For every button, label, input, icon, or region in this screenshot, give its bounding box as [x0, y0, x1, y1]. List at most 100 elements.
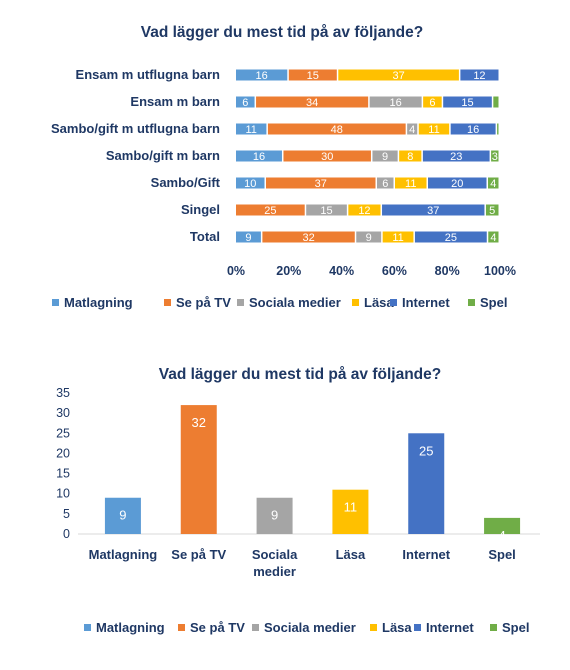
legend-swatch: [390, 299, 397, 306]
chart2-y-tick: 15: [56, 467, 70, 481]
chart1-value-label: 12: [358, 205, 370, 217]
chart1-segment-matlagning: [236, 123, 267, 135]
chart1-x-tick: 20%: [276, 264, 301, 278]
chart1-legend-item-se-på-tv: Se på TV: [164, 295, 231, 310]
chart2-y-tick: 10: [56, 487, 70, 501]
chart1-segment-se-på-tv: [236, 204, 305, 216]
chart1-segment-sociala-medier: [306, 204, 347, 216]
legend-swatch: [490, 624, 497, 631]
chart1-value-label: 16: [390, 97, 402, 109]
chart2-category-label: medier: [253, 564, 296, 579]
chart1-title: Vad lägger du mest tid på av följande?: [141, 24, 424, 41]
chart1-segment-se-på-tv: [262, 231, 355, 243]
chart1-segment-internet: [460, 69, 499, 81]
chart1-segment-läsa: [348, 204, 381, 216]
chart1-value-label: 20: [451, 178, 463, 190]
chart1-segment-sociala-medier: [356, 231, 382, 243]
chart1-segment-spel: [491, 150, 499, 162]
chart1-value-label: 8: [407, 151, 413, 163]
chart1-segment-internet: [450, 123, 496, 135]
chart2-legend-item-läsa: Läsa: [370, 620, 412, 635]
chart1-value-label: 25: [445, 232, 457, 244]
chart2-legend-item-se-på-tv: Se på TV: [178, 620, 245, 635]
legend-swatch: [468, 299, 475, 306]
legend-swatch: [164, 299, 171, 306]
chart1-segment-spel: [488, 231, 499, 243]
chart1-value-label: 23: [450, 151, 462, 163]
chart1-bars: 16 15 37 12 6 34 16 6 15 11 48 4 11 16 16 30 9 8 23 3 10 37 6 1…: [236, 69, 499, 244]
chart1-value-label: 37: [315, 178, 327, 190]
chart2-category-labels: Matlagning Se på TV Sociala medier Läsa Inter…: [89, 547, 516, 579]
chart1-value-label: 34: [306, 97, 318, 109]
chart1-segment-matlagning: [236, 150, 282, 162]
chart2-value-label: 9: [119, 508, 126, 523]
chart1-value-label: 9: [382, 151, 388, 163]
legend-label: Internet: [402, 295, 450, 310]
legend-swatch: [370, 624, 377, 631]
chart1-value-label: 32: [302, 232, 314, 244]
chart2-bar-spel: [484, 517, 521, 534]
chart1-value-label: 6: [242, 97, 248, 109]
chart2-legend-item-matlagning: Matlagning: [84, 620, 165, 635]
stacked-bar-chart: Vad lägger du mest tid på av följande? E…: [51, 24, 516, 310]
chart1-value-label: 15: [307, 70, 319, 82]
chart1-value-label: 11: [392, 232, 403, 244]
chart2-legend-item-spel: Spel: [490, 620, 529, 635]
legend-label: Matlagning: [64, 295, 133, 310]
chart2-y-tick: 20: [56, 446, 70, 460]
legend-label: Läsa: [382, 620, 412, 635]
chart1-segment-läsa: [395, 177, 427, 189]
chart2-bars: 9 32 9 11 25 4: [104, 405, 521, 543]
chart1-value-label: 10: [244, 178, 256, 190]
chart1-value-label: 11: [245, 124, 256, 136]
chart1-value-label: 37: [427, 205, 439, 217]
chart2-category-label: Spel: [488, 547, 515, 562]
chart1-value-label: 6: [382, 178, 388, 190]
chart2-y-tick: 35: [56, 386, 70, 400]
legend-swatch: [84, 624, 91, 631]
chart1-segment-se-på-tv: [256, 96, 369, 108]
chart2-y-ticks: 0 5 10 15 20 25 30 35: [56, 386, 70, 541]
chart1-x-ticks: 0% 20% 40% 60% 80% 100%: [227, 264, 516, 278]
chart1-value-label: 15: [461, 97, 473, 109]
chart2-y-tick: 5: [63, 507, 70, 521]
chart1-segment-läsa: [382, 231, 414, 243]
chart1-segment-sociala-medier: [372, 150, 398, 162]
chart1-x-tick: 80%: [435, 264, 460, 278]
chart1-segment-sociala-medier: [377, 177, 394, 189]
chart1-value-label: 15: [320, 205, 332, 217]
chart1-segment-internet: [382, 204, 485, 216]
legend-label: Läsa: [364, 295, 394, 310]
chart1-value-label: 11: [428, 124, 439, 136]
legend-label: Se på TV: [190, 620, 245, 635]
legend-label: Matlagning: [96, 620, 165, 635]
chart1-legend: Matlagning Se på TV Sociala medier Läsa Inte…: [52, 295, 507, 310]
chart1-value-label: 25: [264, 205, 276, 217]
chart1-category-singel: Singel: [181, 202, 220, 217]
chart1-segment-spel: [485, 204, 499, 216]
chart2-category-label: Internet: [402, 547, 450, 562]
chart1-segment-internet: [443, 96, 492, 108]
legend-swatch: [414, 624, 421, 631]
chart1-value-label: 4: [409, 124, 415, 136]
chart1-segment-matlagning: [236, 177, 265, 189]
chart1-value-label: 16: [256, 70, 268, 82]
chart1-category-ensam-m-utflugna-barn: Ensam m utflugna barn: [76, 67, 221, 82]
chart1-segment-spel: [497, 123, 499, 135]
chart1-x-tick: 0%: [227, 264, 245, 278]
chart1-category-sambo-gift-m-utflugna-barn: Sambo/gift m utflugna barn: [51, 121, 220, 136]
legend-label: Internet: [426, 620, 474, 635]
chart2-bar-sociala-medier: [256, 497, 293, 534]
chart1-value-label: 12: [473, 70, 485, 82]
chart1-value-label: 16: [253, 151, 265, 163]
chart1-value-label: 48: [331, 124, 343, 136]
chart1-segment-internet: [414, 231, 487, 243]
chart1-segment-sociala-medier: [407, 123, 418, 135]
chart2-y-tick: 25: [56, 426, 70, 440]
chart1-legend-item-matlagning: Matlagning: [52, 295, 133, 310]
chart1-segment-internet: [428, 177, 487, 189]
chart1-category-labels: Ensam m utflugna barn Ensam m barn Sambo/g…: [51, 67, 221, 244]
chart2-bar-internet: [408, 433, 445, 534]
legend-label: Se på TV: [176, 295, 231, 310]
chart2-category-label: Se på TV: [171, 547, 226, 562]
